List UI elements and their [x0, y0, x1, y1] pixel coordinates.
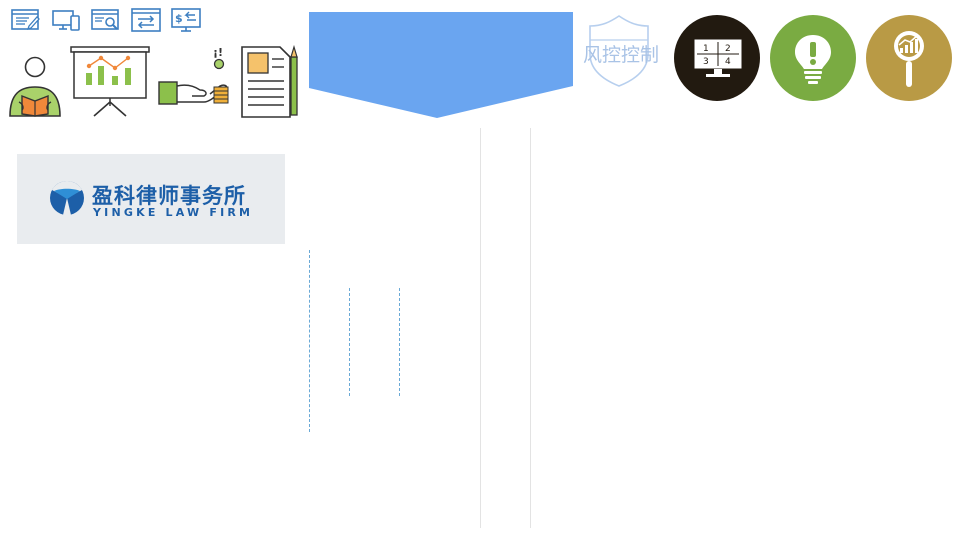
payment-screen-icon: $	[171, 8, 201, 32]
dashed-divider	[399, 288, 400, 396]
shield-icon	[589, 15, 649, 87]
devices-icon	[52, 10, 80, 31]
transfer-icon	[131, 8, 161, 32]
blue-banner	[309, 12, 573, 118]
presentation-chart-icon	[70, 46, 150, 117]
svg-text:¡!: ¡!	[213, 46, 223, 59]
monitor-grid-icon: 1 2 3 4	[694, 39, 742, 77]
logo-name-cn: 盈科律师事务所	[92, 184, 246, 208]
svg-text:$: $	[175, 12, 183, 25]
monitor-grid-cell: 3	[703, 57, 709, 67]
magnifier-circle	[866, 15, 952, 101]
lightbulb-circle	[770, 15, 856, 101]
dashed-divider	[349, 288, 350, 396]
shield-label: 风控控制	[582, 44, 659, 66]
monitor-grid-cell: 2	[725, 44, 731, 54]
hand-coins-icon: ¡!	[158, 46, 229, 105]
magnifier-chart-icon	[894, 31, 924, 87]
monitor-grid-cell: 4	[725, 57, 731, 67]
monitor-grid-cell: 1	[703, 44, 709, 54]
logo-name-en: YINGKE LAW FIRM	[93, 206, 254, 219]
reading-person-icon	[9, 56, 61, 117]
web-search-icon	[91, 9, 119, 30]
dashed-divider	[309, 250, 310, 432]
document-pencil-icon	[241, 45, 298, 118]
monitor-grid-circle: 1 2 3 4	[674, 15, 760, 101]
yingke-logo-icon	[50, 181, 84, 215]
document-edit-icon	[11, 9, 40, 31]
column-divider	[480, 128, 481, 528]
lightbulb-alert-icon	[795, 35, 831, 84]
column-divider	[530, 128, 531, 528]
